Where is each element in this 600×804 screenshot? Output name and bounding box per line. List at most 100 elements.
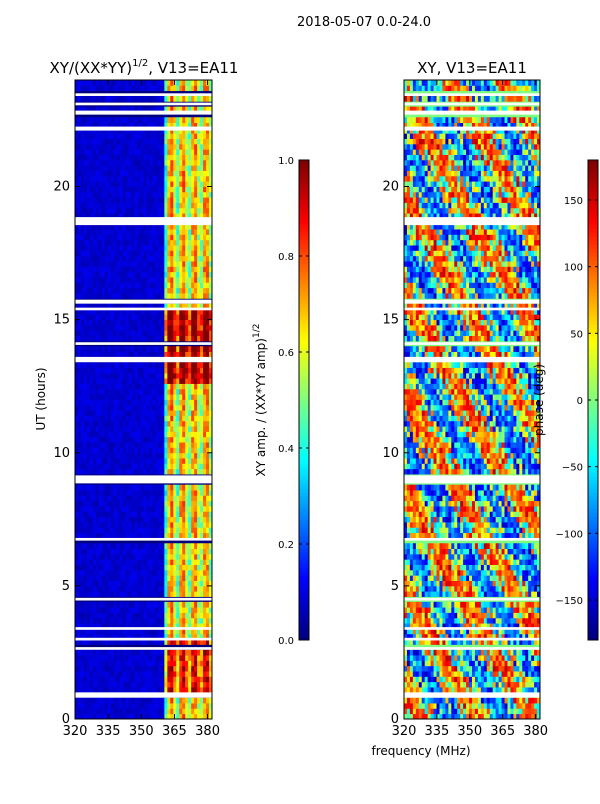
heatmap-cell: [155, 511, 158, 517]
heatmap-cell: [146, 447, 149, 453]
heatmap-cell: [117, 687, 120, 693]
heatmap-cell: [135, 559, 138, 565]
heatmap-cell: [188, 618, 191, 624]
heatmap-cell: [155, 698, 158, 704]
heatmap-cell: [75, 171, 78, 177]
heatmap-cell: [182, 171, 185, 177]
heatmap-cell: [146, 234, 149, 240]
heatmap-cell: [111, 442, 114, 448]
heatmap-cell: [179, 139, 182, 145]
heatmap-cell: [141, 384, 144, 390]
heatmap-cell: [111, 559, 114, 565]
heatmap-cell: [81, 405, 84, 411]
heatmap-cell: [200, 362, 203, 368]
heatmap-cell: [173, 437, 176, 443]
heatmap-cell: [75, 352, 78, 358]
heatmap-cell: [102, 703, 105, 709]
heatmap-cell: [81, 660, 84, 666]
heatmap-cell: [155, 442, 158, 448]
heatmap-cell: [141, 522, 144, 528]
heatmap-cell: [117, 522, 120, 528]
heatmap-cell: [126, 389, 129, 395]
heatmap-cell: [194, 133, 197, 139]
heatmap-cell: [173, 234, 176, 240]
heatmap-cell: [81, 463, 84, 469]
heatmap-cell: [87, 192, 90, 198]
heatmap-cell: [105, 613, 108, 619]
heatmap-cell: [93, 277, 96, 283]
heatmap-cell: [164, 272, 167, 278]
heatmap-cell: [129, 618, 132, 624]
heatmap-cell: [126, 687, 129, 693]
heatmap-cell: [84, 607, 87, 613]
heatmap-cell: [194, 421, 197, 427]
heatmap-cell: [129, 330, 132, 336]
heatmap-cell: [152, 192, 155, 198]
heatmap-cell: [138, 447, 141, 453]
heatmap-cell: [126, 447, 129, 453]
heatmap-cell: [203, 293, 206, 299]
heatmap-cell: [158, 160, 161, 166]
heatmap-cell: [194, 197, 197, 203]
heatmap-cell: [188, 437, 191, 443]
heatmap-cell: [84, 660, 87, 666]
heatmap-cell: [155, 613, 158, 619]
heatmap-cell: [197, 160, 200, 166]
heatmap-cell: [206, 229, 209, 235]
heatmap-cell: [87, 676, 90, 682]
heatmap-cell: [120, 703, 123, 709]
heatmap-cell: [87, 400, 90, 406]
heatmap-cell: [111, 421, 114, 427]
heatmap-cell: [78, 687, 81, 693]
heatmap-cell: [132, 325, 135, 331]
heatmap-cell: [81, 442, 84, 448]
heatmap-cell: [93, 400, 96, 406]
heatmap-cell: [164, 80, 167, 86]
heatmap-cell: [84, 389, 87, 395]
heatmap-cell: [194, 415, 197, 421]
heatmap-cell: [144, 613, 147, 619]
heatmap-cell: [173, 368, 176, 374]
heatmap-cell: [84, 314, 87, 320]
heatmap-cell: [84, 543, 87, 549]
heatmap-cell: [129, 655, 132, 661]
colorbar-segment: [299, 616, 309, 621]
heatmap-cell: [87, 336, 90, 342]
heatmap-cell: [132, 426, 135, 432]
heatmap-cell: [194, 234, 197, 240]
heatmap-cell: [135, 511, 138, 517]
heatmap-cell: [173, 671, 176, 677]
heatmap-cell: [182, 368, 185, 374]
heatmap-cell: [149, 655, 152, 661]
heatmap-cell: [191, 176, 194, 182]
heatmap-cell: [78, 245, 81, 251]
heatmap-cell: [96, 293, 99, 299]
heatmap-cell: [132, 463, 135, 469]
heatmap-cell: [203, 431, 206, 437]
heatmap-cell: [179, 442, 182, 448]
heatmap-cell: [132, 160, 135, 166]
heatmap-cell: [203, 554, 206, 560]
heatmap-cell: [93, 495, 96, 501]
heatmap-cell: [93, 575, 96, 581]
heatmap-cell: [108, 426, 111, 432]
heatmap-cell: [191, 139, 194, 145]
heatmap-cell: [206, 570, 209, 576]
heatmap-cell: [176, 485, 179, 491]
heatmap-cell: [191, 133, 194, 139]
heatmap-cell: [176, 277, 179, 283]
heatmap-cell: [84, 490, 87, 496]
heatmap-cell: [185, 698, 188, 704]
heatmap-cell: [132, 139, 135, 145]
heatmap-cell: [75, 591, 78, 597]
heatmap-cell: [152, 155, 155, 161]
heatmap-cell: [158, 655, 161, 661]
heatmap-cell: [152, 293, 155, 299]
heatmap-cell: [179, 687, 182, 693]
heatmap-cell: [149, 687, 152, 693]
heatmap-cell: [200, 703, 203, 709]
heatmap-cell: [200, 155, 203, 161]
heatmap-cell: [114, 469, 117, 475]
heatmap-cell: [141, 139, 144, 145]
data-gap-band: [75, 538, 212, 541]
